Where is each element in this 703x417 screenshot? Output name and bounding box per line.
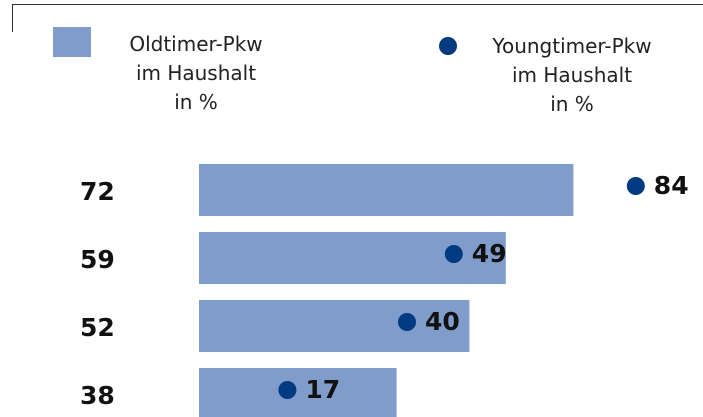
bar-value-label: 38 bbox=[80, 381, 115, 410]
bar-value-label: 59 bbox=[80, 245, 115, 274]
dot-value-label: 17 bbox=[305, 375, 340, 404]
legend-label: Oldtimer-Pkw im Haushalt in % bbox=[129, 32, 263, 114]
dot bbox=[444, 245, 463, 263]
bar bbox=[199, 368, 397, 417]
dot bbox=[278, 381, 297, 399]
dot-value-label: 49 bbox=[472, 239, 507, 268]
bar-value-label: 72 bbox=[80, 177, 115, 206]
bar bbox=[199, 164, 574, 216]
dot bbox=[626, 177, 645, 195]
dot-value-label: 84 bbox=[654, 171, 689, 200]
bar bbox=[199, 300, 470, 352]
dot-value-label: 40 bbox=[425, 307, 460, 336]
legend-swatch bbox=[439, 37, 457, 55]
dot bbox=[398, 313, 416, 331]
legend-swatch bbox=[53, 27, 91, 57]
legend-label: Youngtimer-Pkw im Haushalt in % bbox=[492, 34, 652, 116]
bar-value-label: 52 bbox=[80, 313, 115, 342]
